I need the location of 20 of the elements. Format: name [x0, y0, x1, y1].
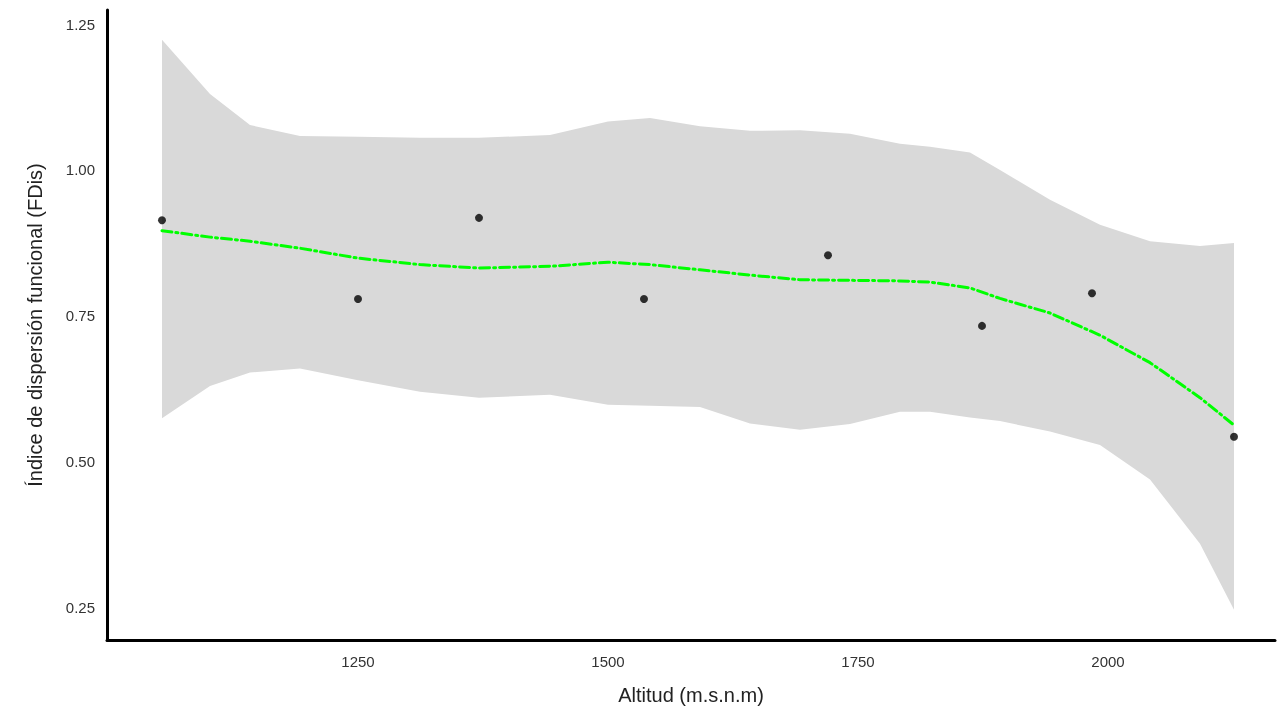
- y-tick-label: 0.50: [65, 453, 95, 471]
- point: [1230, 432, 1238, 441]
- y-tick-label: 0.75: [65, 307, 95, 325]
- y-tick-label: 1.00: [65, 161, 95, 179]
- point: [824, 251, 832, 260]
- point: [1088, 289, 1096, 298]
- point: [475, 213, 483, 222]
- y-axis-title: Índice de dispersión funcional (FDis): [24, 163, 46, 487]
- point: [354, 295, 362, 304]
- x-axis-title: Altitud (m.s.n.m): [618, 684, 764, 706]
- point: [158, 216, 166, 225]
- x-tick-label: 1250: [341, 653, 375, 670]
- y-tick-label: 0.25: [65, 599, 95, 617]
- point: [640, 295, 648, 304]
- y-tick-label: 1.25: [65, 15, 95, 33]
- line-series: [160, 229, 1236, 427]
- x-tick-label: 1750: [841, 653, 875, 670]
- x-tick-label: 1500: [591, 653, 625, 670]
- point: [978, 321, 986, 330]
- x-tick-label: 2000: [1091, 653, 1125, 670]
